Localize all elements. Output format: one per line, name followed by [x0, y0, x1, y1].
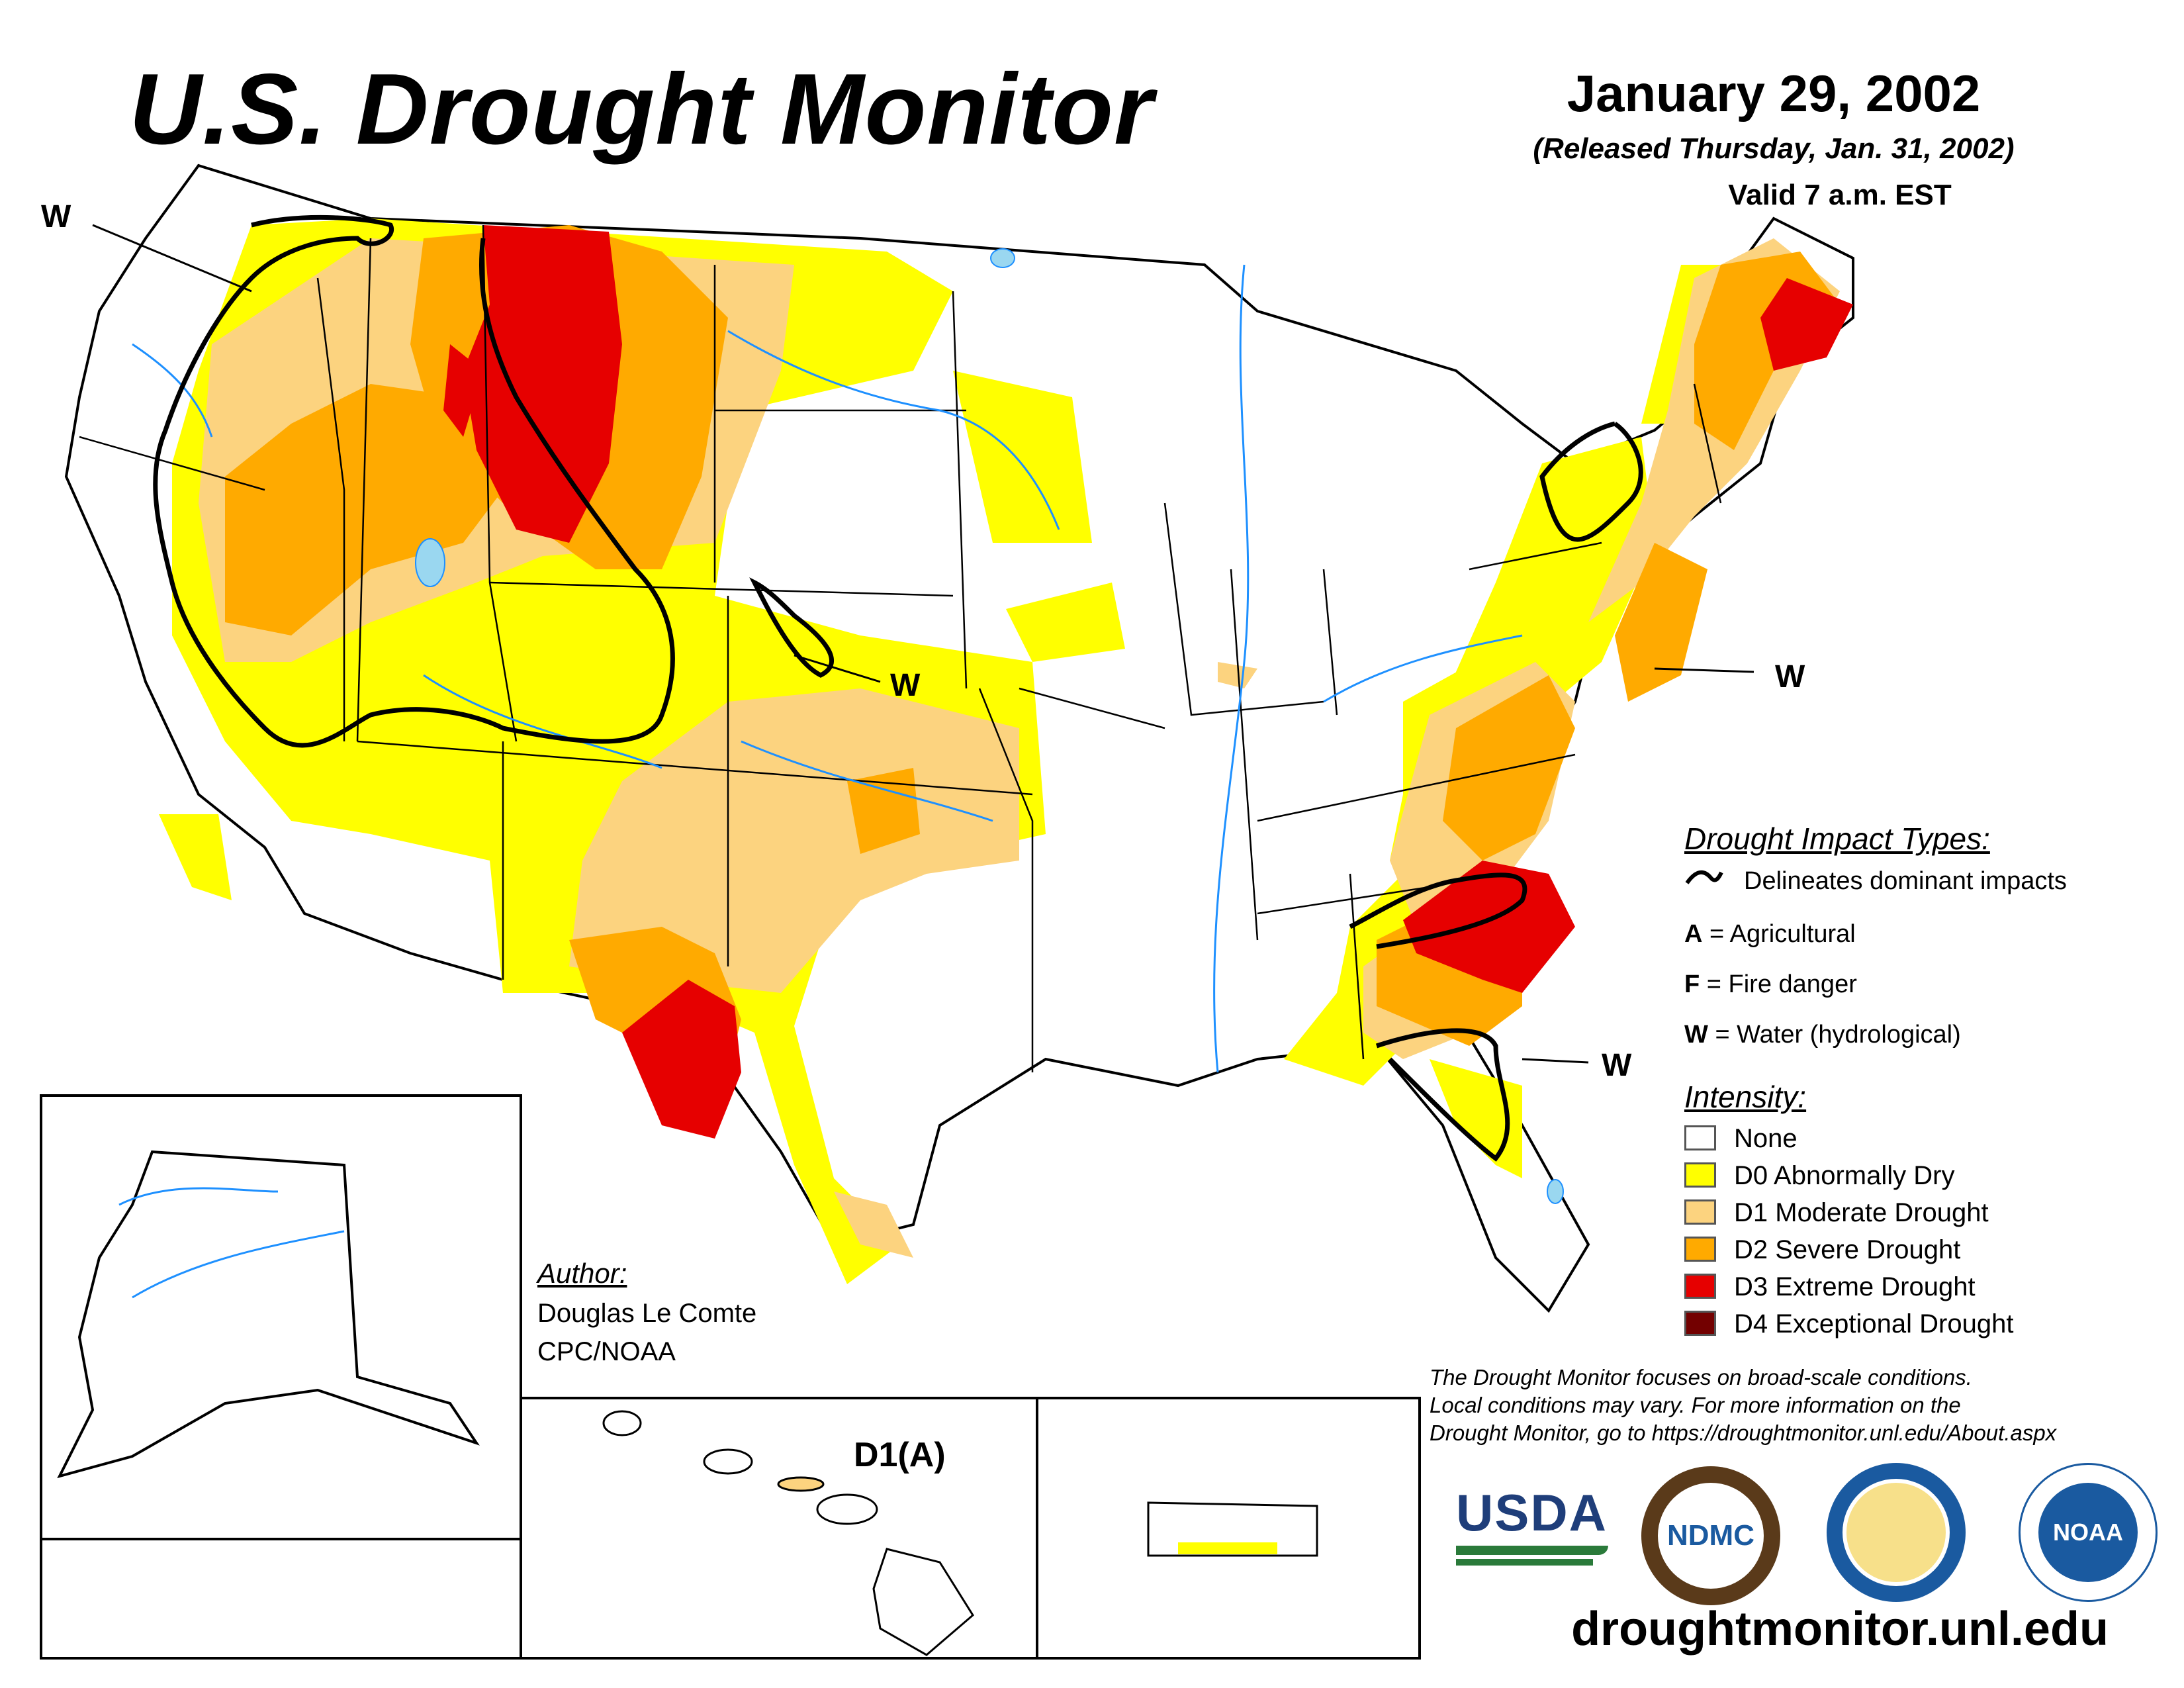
intensity-swatch	[1684, 1125, 1716, 1150]
rivers	[132, 264, 1523, 1073]
intensity-label: D4 Exceptional Drought	[1734, 1309, 2014, 1338]
author-org: CPC/NOAA	[537, 1337, 676, 1366]
state-lines	[79, 224, 1722, 1072]
site-url[interactable]: droughtmonitor.unl.edu	[1571, 1603, 2109, 1656]
intensity-swatch	[1684, 1274, 1716, 1299]
impact-delineates-text: Delineates dominant impacts	[1744, 867, 2067, 895]
impact-type-fire: F = Fire danger	[1684, 970, 1857, 998]
valid-time: Valid 7 a.m. EST	[1728, 179, 1952, 211]
alaska-outline	[57, 1150, 480, 1479]
hawaii-islands	[602, 1410, 974, 1656]
lakes	[415, 248, 1564, 1204]
alaska-rivers	[118, 1187, 345, 1299]
w-label-southeast: W	[1602, 1048, 1632, 1083]
intensity-label: D0 Abnormally Dry	[1734, 1161, 1955, 1190]
release-date: (Released Thursday, Jan. 31, 2002)	[1533, 132, 2015, 165]
w-label-midatlantic: W	[1775, 659, 1805, 694]
map-date: January 29, 2002	[1567, 64, 1981, 122]
w-label-northwest: W	[41, 199, 71, 234]
hawaii-label: D1(A)	[854, 1436, 946, 1474]
puerto-rico-d0	[1178, 1542, 1277, 1554]
intensity-label: D3 Extreme Drought	[1734, 1272, 1976, 1301]
intensity-label: D1 Moderate Drought	[1734, 1198, 1989, 1227]
intensity-swatch	[1684, 1199, 1716, 1225]
author-heading: Author:	[537, 1258, 627, 1289]
impact-line-symbol	[1685, 870, 1723, 884]
impact-type-water: W = Water (hydrological)	[1684, 1021, 1961, 1049]
d3-regions	[443, 225, 1853, 1139]
intensity-label: None	[1734, 1124, 1797, 1153]
noaa-logo: NOAA	[2019, 1463, 2158, 1602]
ndmc-logo: NDMC	[1641, 1466, 1780, 1605]
author-name: Douglas Le Comte	[537, 1299, 757, 1328]
impact-lines	[153, 214, 1643, 1162]
intensity-swatch	[1684, 1162, 1716, 1188]
impact-type-agricultural: A = Agricultural	[1684, 920, 1856, 948]
impact-legend-heading: Drought Impact Types:	[1684, 821, 1990, 856]
about-link[interactable]: Drought Monitor, go to https://droughtmo…	[1430, 1421, 2057, 1445]
doc-seal	[1827, 1463, 1966, 1602]
page-title: U.S. Drought Monitor	[129, 53, 1154, 165]
intensity-swatch	[1684, 1311, 1716, 1336]
intensity-swatch	[1684, 1237, 1716, 1262]
usda-logo: USDA	[1456, 1483, 1608, 1569]
intensity-legend-heading: Intensity:	[1684, 1080, 1807, 1114]
w-label-kansas: W	[890, 668, 921, 703]
intensity-label: D2 Severe Drought	[1734, 1235, 1961, 1264]
disclaimer: The Drought Monitor focuses on broad-sca…	[1430, 1364, 2171, 1447]
